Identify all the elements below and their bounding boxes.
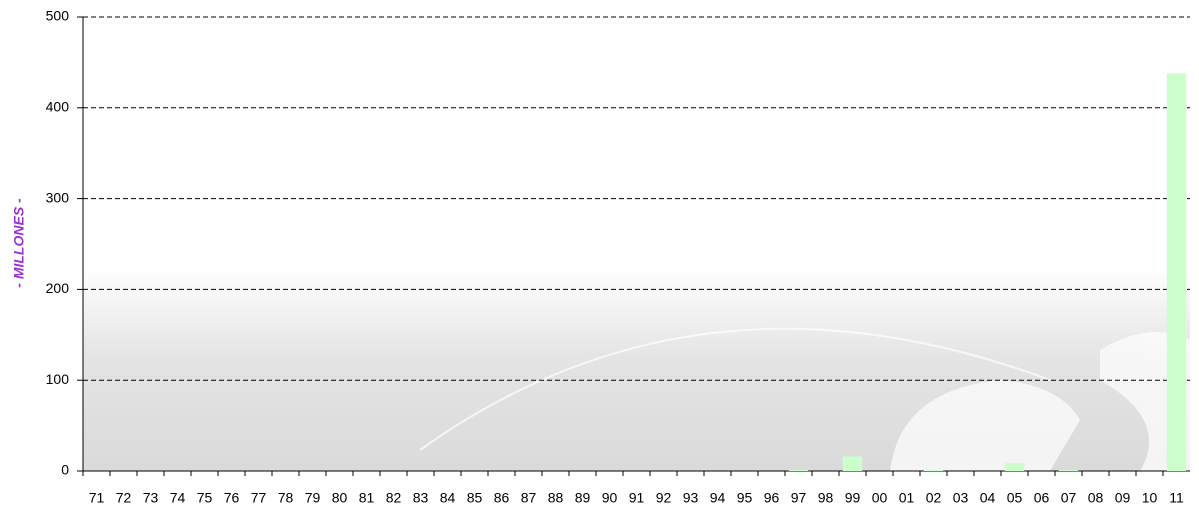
- x-tick-label: 04: [980, 490, 996, 506]
- x-tick-label: 92: [656, 490, 672, 506]
- bar: [923, 470, 944, 471]
- x-tick-label: 89: [575, 490, 591, 506]
- x-tick-label: 11: [1169, 490, 1184, 506]
- x-tick-label: 95: [737, 490, 753, 506]
- x-tick-label: 88: [548, 490, 564, 506]
- x-tick-label: 97: [791, 490, 807, 506]
- x-tick-label: 76: [224, 490, 240, 506]
- x-tick-label: 78: [278, 490, 294, 506]
- x-tick-label: 10: [1142, 490, 1158, 506]
- x-tick-label: 86: [494, 490, 510, 506]
- x-tick-label: 09: [1115, 490, 1131, 506]
- x-tick-label: 05: [1007, 490, 1023, 506]
- x-tick-label: 96: [764, 490, 780, 506]
- x-tick-label: 08: [1088, 490, 1104, 506]
- x-tick-label: 00: [872, 490, 888, 506]
- x-tick-label: 90: [602, 490, 618, 506]
- y-tick-label: 500: [46, 8, 70, 24]
- y-tick-label: 0: [61, 462, 69, 478]
- y-tick-label: 100: [46, 371, 70, 387]
- x-tick-label: 83: [413, 490, 429, 506]
- x-tick-label: 98: [818, 490, 834, 506]
- x-tick-label: 74: [170, 490, 186, 506]
- x-tick-label: 87: [521, 490, 537, 506]
- y-tick-label: 200: [46, 280, 70, 296]
- x-tick-label: 85: [467, 490, 483, 506]
- bar: [1004, 462, 1025, 471]
- bar: [842, 456, 863, 471]
- x-tick-label: 77: [251, 490, 267, 506]
- x-tick-label: 73: [143, 490, 159, 506]
- x-tick-label: 80: [332, 490, 348, 506]
- y-axis-label: - MILLONES -: [11, 198, 27, 288]
- x-tick-label: 72: [116, 490, 132, 506]
- x-tick-label: 82: [386, 490, 402, 506]
- x-tick-label: 71: [89, 490, 105, 506]
- x-tick-label: 07: [1061, 490, 1077, 506]
- y-tick-label: 300: [46, 189, 70, 205]
- y-tick-label: 400: [46, 99, 70, 115]
- bar: [1166, 73, 1187, 472]
- bar: [1058, 470, 1079, 471]
- x-tick-label: 99: [845, 490, 861, 506]
- x-tick-label: 06: [1034, 490, 1050, 506]
- x-tick-label: 01: [899, 490, 915, 506]
- x-tick-label: 02: [926, 490, 942, 506]
- x-tick-label: 81: [359, 490, 375, 506]
- x-tick-label: 75: [197, 490, 213, 506]
- x-tick-label: 79: [305, 490, 321, 506]
- x-tick-label: 84: [440, 490, 456, 506]
- x-tick-label: 94: [710, 490, 726, 506]
- x-tick-label: 03: [953, 490, 969, 506]
- x-tick-label: 93: [683, 490, 699, 506]
- bar: [788, 470, 809, 471]
- x-tick-label: 91: [629, 490, 645, 506]
